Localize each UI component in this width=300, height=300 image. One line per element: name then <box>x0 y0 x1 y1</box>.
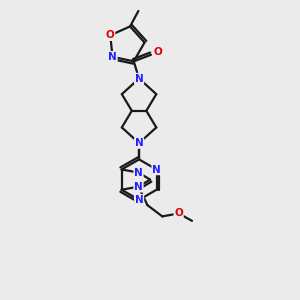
Text: N: N <box>135 195 143 205</box>
Text: N: N <box>135 74 143 84</box>
Text: N: N <box>134 167 143 178</box>
Text: O: O <box>106 30 115 40</box>
Text: O: O <box>153 47 162 57</box>
Text: O: O <box>174 208 183 218</box>
Text: N: N <box>108 52 117 62</box>
Text: N: N <box>152 164 161 175</box>
Text: N: N <box>135 138 143 148</box>
Text: N: N <box>134 182 143 192</box>
